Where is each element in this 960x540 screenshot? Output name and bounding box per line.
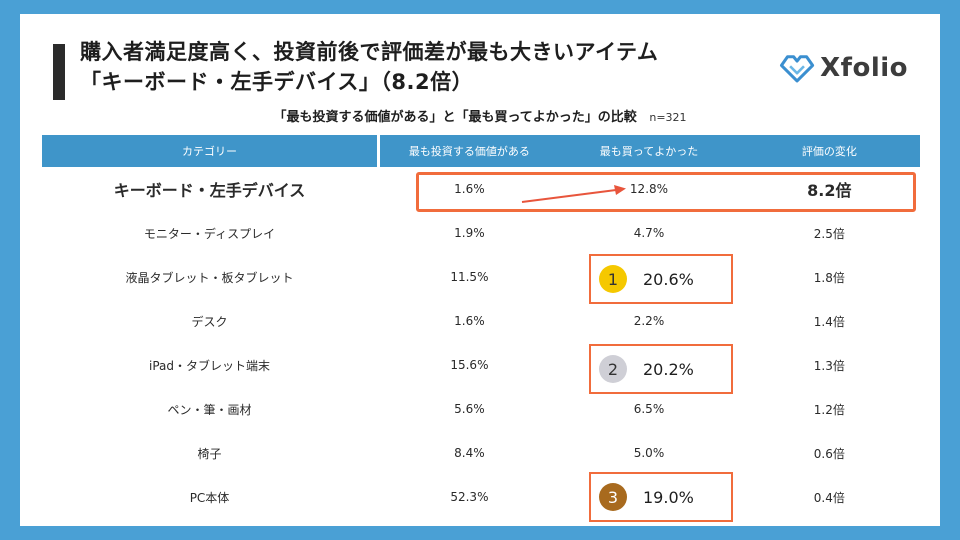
row-worth: 11.5%	[376, 255, 559, 299]
highlight-frame	[416, 172, 916, 212]
row-category: ペン・筆・画材	[167, 402, 252, 417]
row-good: 6.5%	[633, 402, 665, 416]
row-category: PC本体	[189, 490, 230, 505]
row-worth: 5.6%	[376, 387, 559, 431]
xfolio-logo: Xfolio	[778, 48, 908, 88]
table-row: iPad・タブレット端末 15.6% 1.3倍	[42, 343, 920, 387]
header-good: 最も買ってよかった	[558, 135, 740, 167]
table-row: デスク 1.6% 2.2% 1.4倍	[42, 299, 920, 343]
table-row: ペン・筆・画材 5.6% 6.5% 1.2倍	[42, 387, 920, 431]
rank-3-value: 19.0%	[643, 487, 694, 507]
row-category: iPad・タブレット端末	[148, 358, 270, 373]
row-change: 0.4倍	[813, 490, 845, 505]
row-change: 0.6倍	[813, 446, 845, 461]
row-worth: 1.6%	[376, 299, 559, 343]
row-worth: 15.6%	[376, 343, 559, 387]
header-category: カテゴリー	[42, 135, 379, 167]
gold-medal-icon: 1	[599, 265, 627, 293]
row-category: キーボード・左手デバイス	[113, 181, 306, 200]
row-change: 1.3倍	[813, 358, 845, 373]
bronze-medal-icon: 3	[599, 483, 627, 511]
rank-2-callout: 2 20.2%	[589, 344, 733, 394]
row-worth: 1.9%	[376, 211, 559, 255]
silver-medal-icon: 2	[599, 355, 627, 383]
table-subtitle: 「最も投資する価値がある」と「最も買ってよかった」の比較 n=321	[20, 106, 940, 125]
row-good: 4.7%	[633, 226, 665, 240]
title-line-1: 購入者満足度高く、投資前後で評価差が最も大きいアイテム	[80, 40, 659, 64]
table-row: 椅子 8.4% 5.0% 0.6倍	[42, 431, 920, 475]
row-change: 1.2倍	[813, 402, 845, 417]
header-worth: 最も投資する価値がある	[376, 135, 559, 167]
row-change: 1.4倍	[813, 314, 845, 329]
table-row: PC本体 52.3% 0.4倍	[42, 475, 920, 519]
row-good: 12.8%	[629, 182, 669, 196]
row-change: 1.8倍	[813, 270, 845, 285]
logo-text: Xfolio	[820, 53, 908, 83]
row-change: 8.2倍	[807, 181, 852, 200]
row-good: 2.2%	[633, 314, 665, 328]
sample-size: n=321	[649, 111, 687, 124]
rank-1-callout: 1 20.6%	[589, 254, 733, 304]
row-good: 5.0%	[633, 446, 665, 460]
row-worth: 8.4%	[376, 431, 559, 475]
table-header-row: カテゴリー 最も投資する価値がある 最も買ってよかった 評価の変化	[42, 135, 920, 167]
row-category: デスク	[191, 314, 228, 329]
row-worth: 52.3%	[376, 475, 559, 519]
table-row: 液晶タブレット・板タブレット 11.5% 1.8倍	[42, 255, 920, 299]
heart-diamond-logo-icon	[779, 55, 815, 83]
row-category: 椅子	[197, 446, 222, 461]
rank-3-callout: 3 19.0%	[589, 472, 733, 522]
comparison-table: カテゴリー 最も投資する価値がある 最も買ってよかった 評価の変化 キーボード・…	[42, 135, 921, 519]
rank-1-value: 20.6%	[643, 269, 694, 289]
header-change: 評価の変化	[739, 135, 920, 167]
subtitle-text: 「最も投資する価値がある」と「最も買ってよかった」の比較	[273, 110, 637, 125]
slide: 購入者満足度高く、投資前後で評価差が最も大きいアイテム 「キーボード・左手デバイ…	[20, 14, 940, 526]
increase-arrow-icon	[521, 185, 626, 203]
rank-2-value: 20.2%	[643, 359, 694, 379]
row-category: 液晶タブレット・板タブレット	[125, 270, 294, 285]
row-category: モニター・ディスプレイ	[143, 226, 276, 241]
title-accent-bar	[53, 44, 65, 100]
title-line-2: 「キーボード・左手デバイス」（8.2倍）	[80, 70, 474, 94]
row-change: 2.5倍	[813, 226, 845, 241]
table-row: モニター・ディスプレイ 1.9% 4.7% 2.5倍	[42, 211, 920, 255]
